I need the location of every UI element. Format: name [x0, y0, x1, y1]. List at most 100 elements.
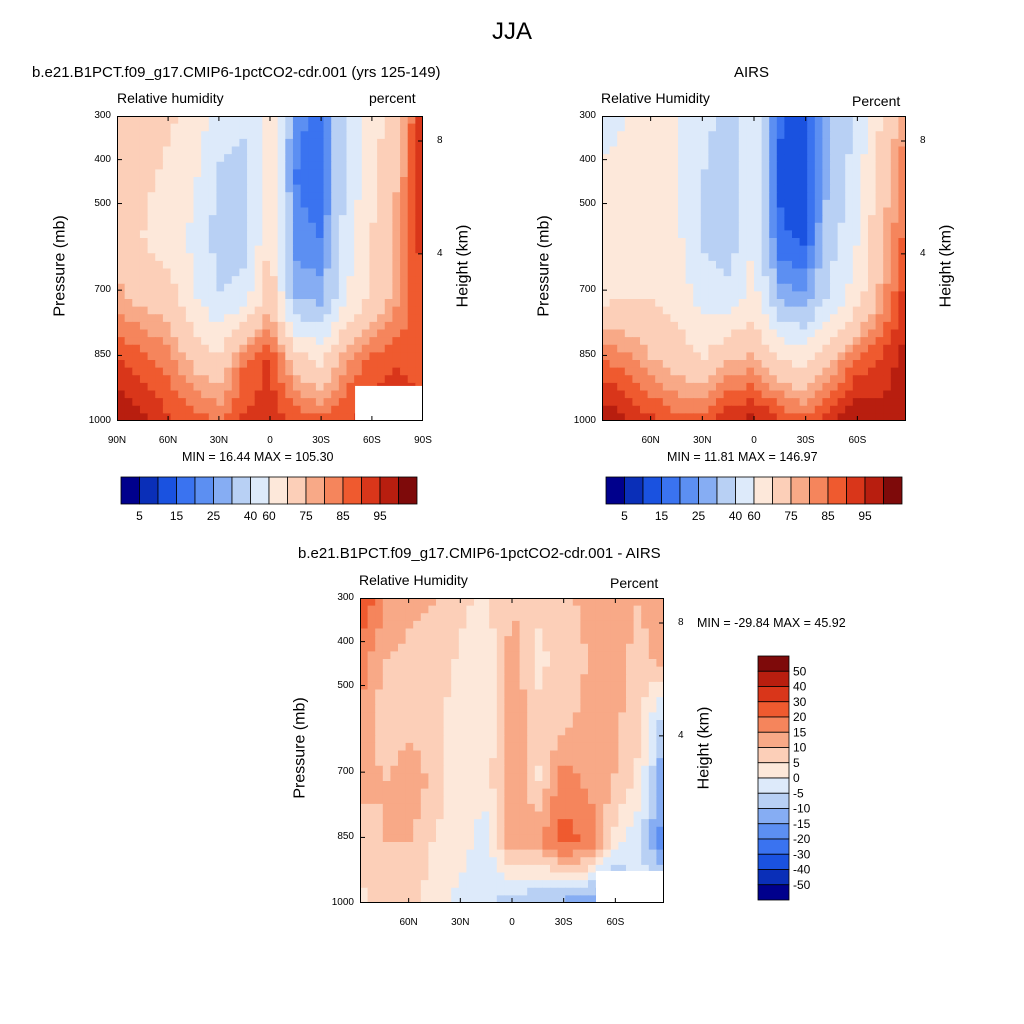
contour-cell	[407, 169, 416, 178]
contour-cell	[633, 826, 642, 835]
contour-cell	[132, 321, 141, 331]
contour-cell	[647, 131, 656, 140]
contour-cell	[382, 765, 391, 774]
contour-cell	[415, 306, 423, 315]
contour-cell	[405, 887, 414, 896]
contour-cell	[769, 329, 778, 338]
contour-cell	[769, 192, 778, 201]
contour-cell	[375, 651, 384, 660]
contour-cell	[550, 765, 559, 774]
contour-cell	[400, 299, 409, 308]
colorbar-label: 75	[299, 509, 313, 523]
contour-cell	[231, 161, 240, 170]
contour-cell	[420, 826, 429, 835]
contour-cell	[201, 161, 210, 170]
contour-cell	[822, 184, 831, 193]
contour-cell	[155, 177, 164, 186]
contour-cell	[474, 834, 483, 843]
contour-cell	[542, 872, 551, 881]
contour-cell	[224, 192, 233, 201]
contour-cell	[618, 666, 627, 675]
contour-cell	[285, 253, 294, 262]
contour-cell	[746, 199, 755, 209]
contour-cell	[201, 192, 210, 201]
contour-cell	[565, 796, 574, 805]
contour-cell	[270, 238, 279, 247]
contour-cell	[361, 367, 371, 376]
contour-cell	[239, 184, 248, 193]
contour-cell	[170, 184, 179, 193]
contour-cell	[633, 796, 642, 805]
contour-cell	[375, 826, 384, 835]
contour-cell	[610, 674, 619, 683]
contour-cell	[481, 689, 490, 698]
contour-cell	[178, 154, 187, 163]
contour-cell	[193, 268, 202, 277]
contour-cell	[837, 238, 846, 247]
contour-cell	[731, 268, 740, 277]
contour-cell	[117, 375, 126, 384]
contour-cell	[624, 405, 633, 414]
contour-cell	[700, 360, 709, 369]
contour-cell	[534, 712, 543, 721]
contour-cell	[822, 344, 831, 353]
contour-cell	[139, 123, 149, 132]
contour-cell	[527, 758, 536, 767]
colorbar-label: 85	[336, 509, 350, 523]
contour-cell	[277, 207, 286, 216]
contour-cell	[595, 819, 604, 828]
contour-cell	[557, 704, 566, 713]
contour-cell	[398, 620, 407, 630]
contour-cell	[647, 291, 656, 300]
contour-cell	[761, 413, 770, 421]
contour-cell	[451, 598, 460, 607]
contour-cell	[572, 842, 581, 851]
contour-cell	[527, 834, 536, 843]
contour-cell	[641, 727, 650, 736]
contour-cell	[656, 651, 664, 660]
contour-cell	[626, 788, 635, 797]
contour-cell	[602, 238, 611, 247]
contour-cell	[890, 382, 899, 392]
contour-cell	[400, 177, 409, 186]
contour-cell	[285, 314, 294, 323]
contour-cell	[208, 329, 218, 338]
contour-cell	[647, 283, 656, 292]
contour-cell	[670, 352, 679, 361]
contour-cell	[390, 643, 399, 652]
contour-cell	[474, 849, 483, 858]
contour-cell	[496, 651, 505, 660]
contour-cell	[565, 758, 574, 767]
contour-cell	[776, 131, 785, 140]
contour-cell	[883, 222, 892, 231]
panel3-variable-label: Relative Humidity	[359, 572, 468, 588]
contour-cell	[830, 161, 839, 170]
contour-cell	[436, 636, 445, 645]
contour-cell	[603, 651, 612, 660]
contour-cell	[117, 116, 126, 125]
contour-cell	[723, 207, 732, 216]
contour-cell	[231, 306, 240, 315]
contour-cell	[124, 299, 133, 308]
contour-cell	[784, 138, 793, 148]
contour-cell	[308, 299, 317, 308]
panel3-minmax: MIN = -29.84 MAX = 45.92	[697, 616, 846, 630]
contour-cell	[504, 895, 513, 903]
contour-cell	[369, 253, 378, 262]
contour-cell	[224, 268, 233, 277]
contour-cell	[845, 131, 854, 140]
contour-cell	[557, 880, 566, 889]
contour-cell	[875, 230, 884, 239]
contour-cell	[466, 880, 475, 889]
contour-cell	[852, 398, 861, 407]
contour-cell	[270, 215, 279, 224]
contour-cell	[170, 360, 179, 369]
contour-cell	[451, 712, 460, 721]
contour-cell	[155, 283, 164, 292]
contour-cell	[323, 131, 332, 140]
contour-cell	[610, 819, 619, 828]
contour-cell	[799, 390, 808, 399]
contour-cell	[632, 207, 641, 216]
contour-cell	[201, 283, 210, 292]
contour-cell	[398, 758, 407, 767]
